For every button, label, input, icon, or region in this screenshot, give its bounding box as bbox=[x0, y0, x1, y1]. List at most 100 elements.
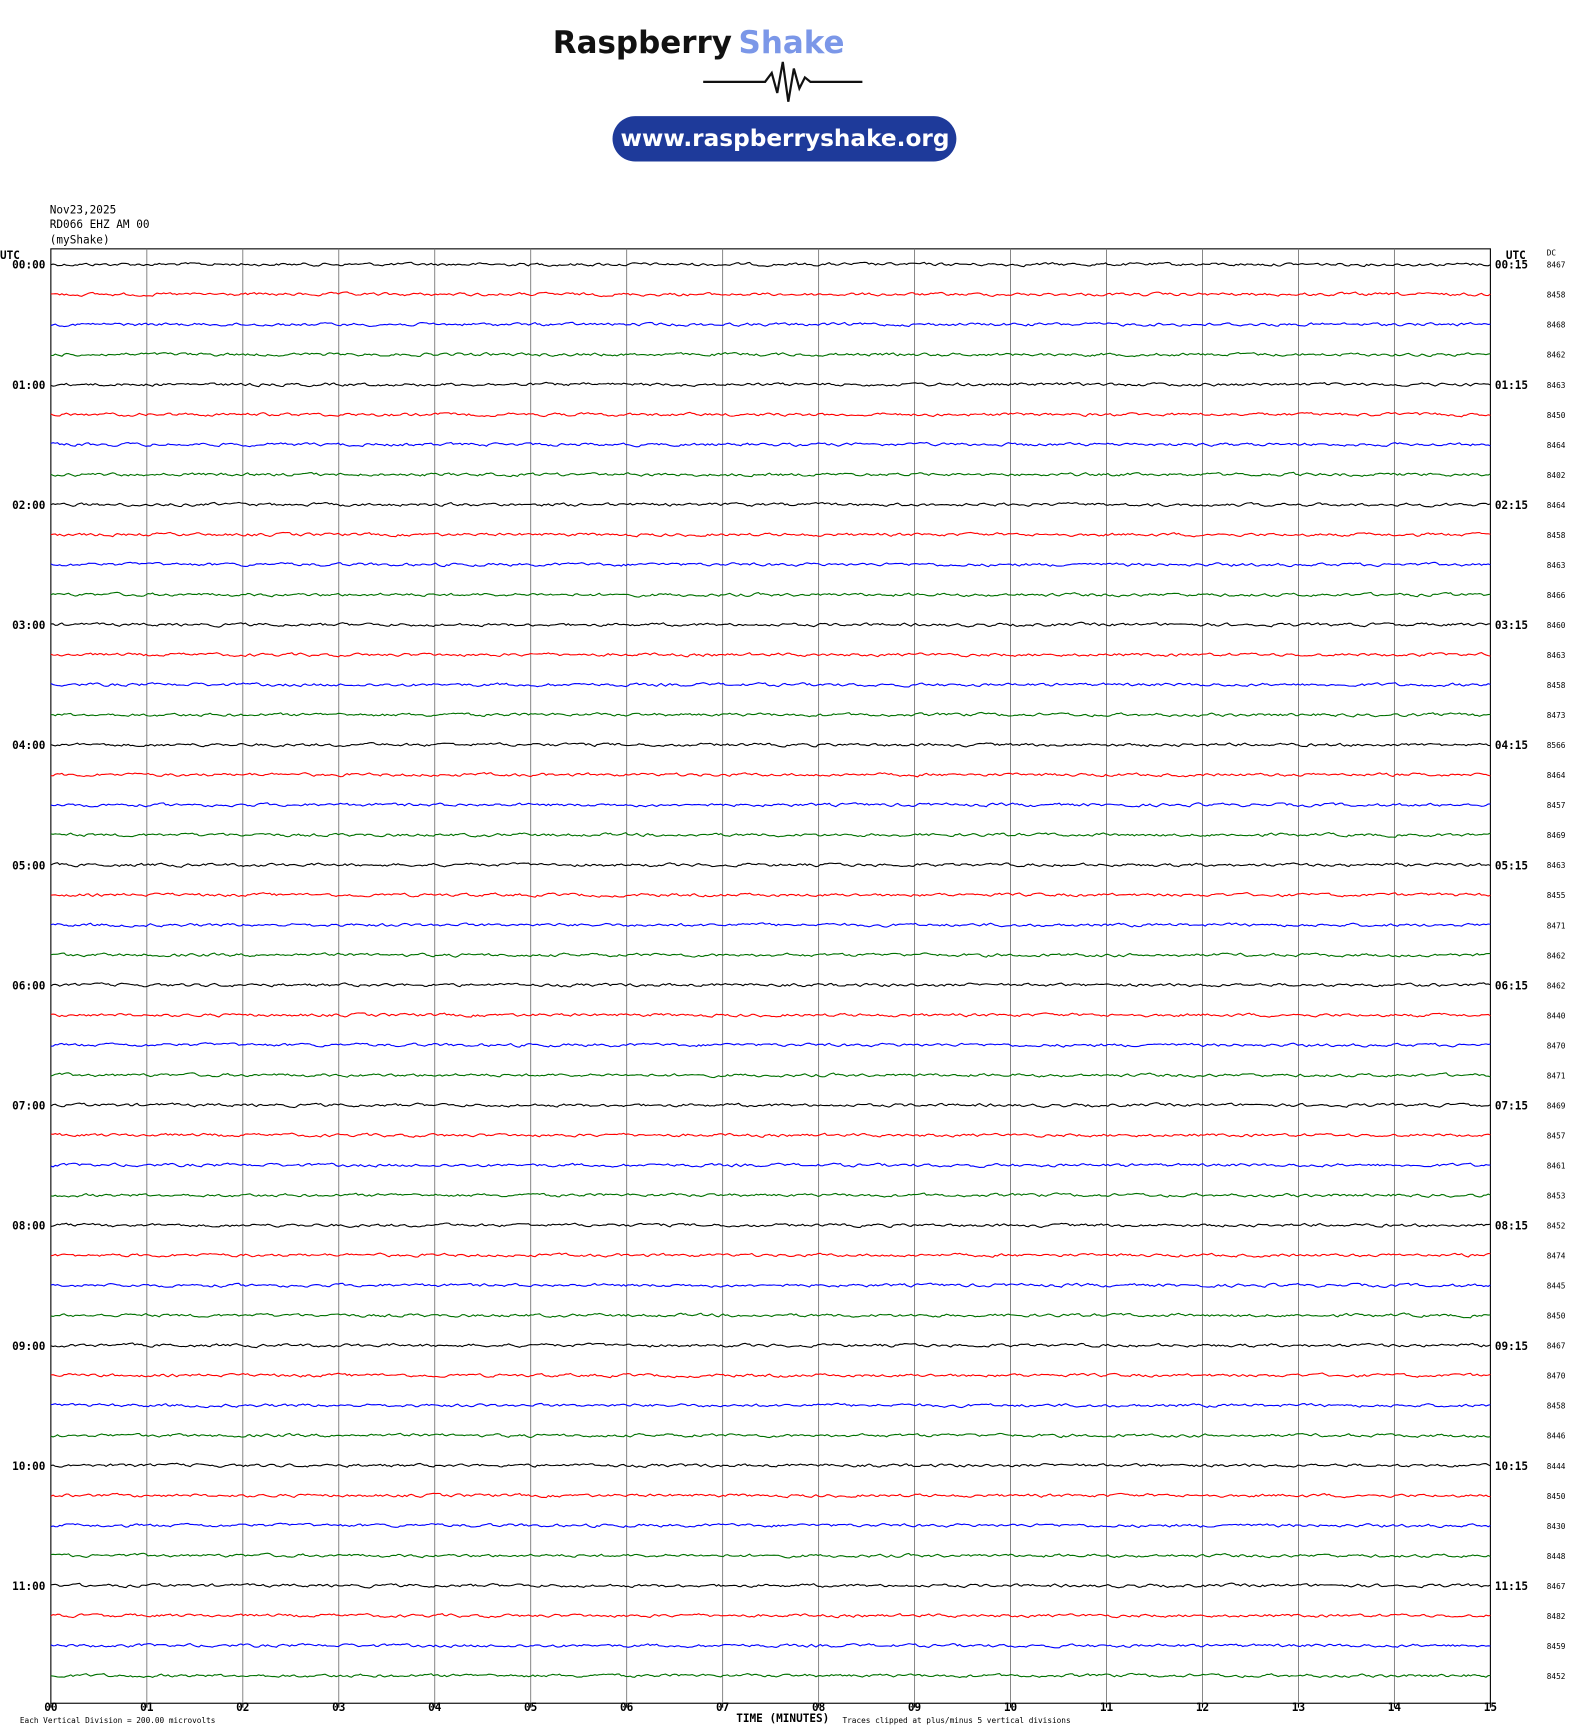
trace bbox=[50, 1552, 1491, 1559]
dc-label: 8470 bbox=[1547, 1041, 1566, 1050]
network: (myShake) bbox=[50, 233, 110, 246]
dc-label: 8463 bbox=[1547, 861, 1566, 870]
dc-label: 8474 bbox=[1547, 1252, 1566, 1261]
trace bbox=[50, 411, 1491, 418]
dc-title: DC bbox=[1547, 248, 1557, 257]
x-tick-label: 13 bbox=[1292, 1701, 1305, 1714]
row-end-label: 10:15 bbox=[1495, 1460, 1528, 1473]
dc-label: 8440 bbox=[1547, 1011, 1566, 1020]
dc-label: 8450 bbox=[1547, 1492, 1566, 1501]
dc-label: 8462 bbox=[1547, 351, 1566, 360]
trace bbox=[50, 862, 1491, 868]
row-time-label: 05:00 bbox=[12, 859, 45, 872]
trace bbox=[50, 742, 1491, 748]
dc-label: 8467 bbox=[1547, 1342, 1566, 1351]
x-axis-title: TIME (MINUTES) bbox=[736, 1712, 829, 1725]
trace bbox=[50, 922, 1491, 928]
footer-left: Each Vertical Division = 200.00 microvol… bbox=[20, 1716, 216, 1725]
x-tick-label: 15 bbox=[1484, 1701, 1497, 1714]
right-axis-title: UTC bbox=[1506, 249, 1526, 262]
x-tick-label: 03 bbox=[332, 1701, 345, 1714]
dc-label: 8473 bbox=[1547, 711, 1566, 720]
dc-label: 8450 bbox=[1547, 411, 1566, 420]
row-time-label: 02:00 bbox=[12, 499, 45, 512]
row-time-label: 08:00 bbox=[12, 1220, 45, 1233]
row-end-label: 11:15 bbox=[1495, 1580, 1528, 1593]
trace bbox=[50, 1402, 1491, 1409]
dc-label: 8402 bbox=[1547, 471, 1566, 480]
row-end-label: 04:15 bbox=[1495, 739, 1528, 752]
trace bbox=[50, 1282, 1491, 1289]
trace bbox=[50, 1642, 1491, 1649]
row-time-label: 06:00 bbox=[12, 979, 45, 992]
logo: Raspberry Shake www.raspberryshake.org bbox=[553, 25, 957, 162]
dc-label: 8460 bbox=[1547, 621, 1566, 630]
x-tick-label: 06 bbox=[620, 1701, 634, 1714]
trace bbox=[50, 1132, 1491, 1138]
dc-label: 8469 bbox=[1547, 831, 1566, 840]
row-end-label: 08:15 bbox=[1495, 1220, 1528, 1233]
row-end-label: 02:15 bbox=[1495, 499, 1528, 512]
trace bbox=[50, 1312, 1491, 1319]
trace bbox=[50, 621, 1491, 628]
dc-label: 8450 bbox=[1547, 1312, 1566, 1321]
trace bbox=[50, 591, 1491, 598]
row-end-label: 09:15 bbox=[1495, 1340, 1528, 1353]
dc-label: 8566 bbox=[1547, 741, 1566, 750]
row-end-label: 07:15 bbox=[1495, 1100, 1528, 1113]
trace bbox=[50, 1582, 1491, 1589]
row-time-label: 04:00 bbox=[12, 739, 45, 752]
dc-label: 8463 bbox=[1547, 561, 1566, 570]
x-tick-label: 02 bbox=[236, 1701, 249, 1714]
row-time-label: 03:00 bbox=[12, 619, 45, 632]
row-end-label: 03:15 bbox=[1495, 619, 1528, 632]
row-end-label: 06:15 bbox=[1495, 979, 1528, 992]
dc-label: 8452 bbox=[1547, 1672, 1566, 1681]
x-tick-label: 01 bbox=[140, 1701, 154, 1714]
grid bbox=[50, 248, 1491, 1708]
x-tick-label: 08 bbox=[812, 1701, 825, 1714]
dc-label: 8467 bbox=[1547, 261, 1566, 270]
x-tick-label: 00 bbox=[44, 1701, 57, 1714]
url[interactable]: www.raspberryshake.org bbox=[620, 125, 949, 152]
trace bbox=[50, 802, 1491, 808]
dc-label: 8459 bbox=[1547, 1642, 1566, 1651]
trace bbox=[50, 682, 1491, 688]
station: RD066 EHZ AM 00 bbox=[50, 218, 150, 231]
dc-label: 8482 bbox=[1547, 1612, 1566, 1621]
trace bbox=[50, 1492, 1491, 1499]
x-tick-label: 07 bbox=[716, 1701, 729, 1714]
left-axis-title: UTC bbox=[0, 249, 20, 262]
dc-label: 8467 bbox=[1547, 1582, 1566, 1591]
trace bbox=[50, 1252, 1491, 1258]
row-end-label: 01:15 bbox=[1495, 379, 1528, 392]
dc-label: 8462 bbox=[1547, 951, 1566, 960]
dc-label: 8466 bbox=[1547, 591, 1566, 600]
trace bbox=[50, 952, 1491, 958]
row-end-label: 05:15 bbox=[1495, 859, 1528, 872]
dc-label: 8468 bbox=[1547, 321, 1566, 330]
row-end-label: 00:15 bbox=[1495, 259, 1528, 272]
url-pill[interactable] bbox=[612, 116, 957, 162]
trace bbox=[50, 441, 1491, 448]
plot-frame bbox=[50, 248, 1491, 1704]
trace bbox=[50, 711, 1491, 718]
traces bbox=[50, 261, 1491, 1679]
dc-label: 8453 bbox=[1547, 1192, 1566, 1201]
trace bbox=[50, 471, 1491, 478]
trace bbox=[50, 291, 1491, 298]
trace bbox=[50, 1342, 1491, 1349]
dc-label: 8445 bbox=[1547, 1282, 1566, 1291]
row-time-label: 00:00 bbox=[12, 259, 45, 272]
trace bbox=[50, 351, 1491, 358]
dc-label: 8461 bbox=[1547, 1161, 1566, 1170]
dc-label: 8446 bbox=[1547, 1432, 1566, 1441]
dc-label: 8463 bbox=[1547, 381, 1566, 390]
trace bbox=[50, 381, 1491, 388]
trace bbox=[50, 891, 1491, 898]
footer-right: Traces clipped at plus/minus 5 vertical … bbox=[842, 1716, 1070, 1725]
trace bbox=[50, 261, 1491, 268]
trace bbox=[50, 1102, 1491, 1109]
trace bbox=[50, 531, 1491, 538]
